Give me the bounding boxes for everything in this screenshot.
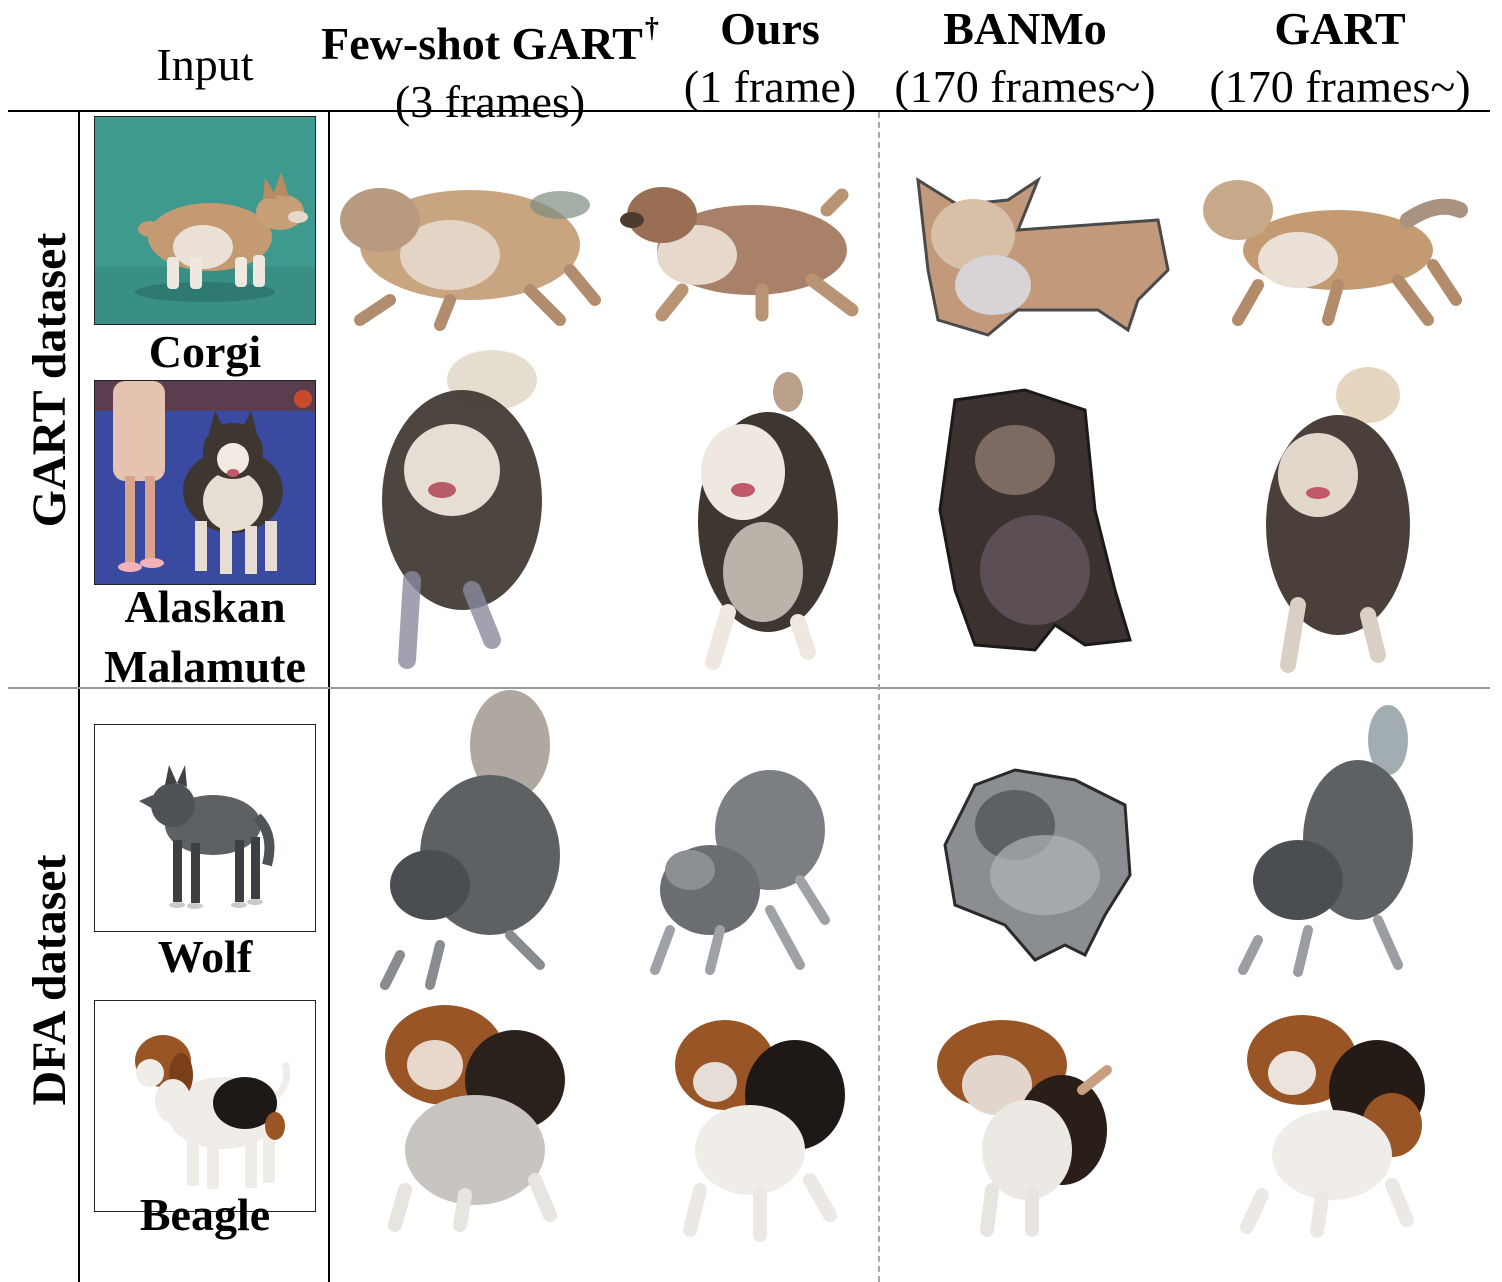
method-name: Ours [720, 3, 820, 54]
column-header-few-shot-gart: Few-shot GART† (3 frames) [290, 0, 690, 131]
group-label-dfa-dataset: DFA dataset [23, 854, 76, 1106]
dagger-mark: † [644, 13, 659, 44]
species-label-malamute: Malamute [104, 641, 306, 692]
malamute-photo [95, 381, 315, 574]
input-image-beagle [94, 1000, 316, 1212]
column-header-banmo: BANMo (170 frames~) [875, 0, 1175, 116]
input-column-header: Input [156, 39, 254, 90]
group-label-gart-dataset: GART dataset [23, 232, 76, 528]
render-malamute-banmo [935, 388, 1135, 660]
render-corgi-ours [612, 170, 870, 322]
render-beagle-ours [660, 1010, 850, 1242]
column-header-ours: Ours (1 frame) [670, 0, 870, 116]
render-malamute-ours [688, 372, 848, 672]
frame-count: (170 frames~) [894, 61, 1156, 112]
method-name: Few-shot GART [321, 18, 643, 69]
label-column-divider [78, 112, 80, 1282]
species-label-corgi: Corgi [148, 326, 262, 377]
render-wolf-gart [1238, 705, 1418, 980]
method-divider [878, 112, 880, 1282]
render-corgi-banmo [898, 160, 1178, 340]
frame-count: (3 frames) [394, 76, 586, 127]
beagle-photo [135, 1035, 291, 1189]
method-name: BANMo [943, 3, 1107, 54]
render-corgi-gart [1198, 170, 1468, 330]
species-label-beagle: Beagle [139, 1189, 271, 1240]
render-wolf-ours [650, 760, 832, 980]
render-corgi-few-shot-gart [330, 160, 601, 331]
wolf-photo [139, 765, 275, 909]
header-rule [8, 110, 1490, 112]
corgi-photo [95, 172, 315, 324]
species-label-wolf: Wolf [157, 931, 253, 982]
input-image-alaskan-malamute [94, 380, 316, 585]
render-malamute-few-shot-gart [382, 340, 554, 670]
method-name: GART [1274, 3, 1406, 54]
render-wolf-few-shot-gart [380, 690, 560, 995]
render-beagle-gart [1232, 1005, 1427, 1238]
input-image-corgi [94, 116, 316, 325]
group-divider [8, 687, 1490, 689]
frame-count: (1 frame) [683, 61, 857, 112]
render-malamute-gart [1258, 365, 1422, 675]
render-beagle-few-shot-gart [375, 1000, 570, 1232]
species-label-alaskan: Alaskan [124, 581, 286, 632]
frame-count: (170 frames~) [1209, 61, 1471, 112]
input-image-wolf [94, 724, 316, 932]
render-wolf-banmo [935, 765, 1135, 970]
column-header-gart: GART (170 frames~) [1190, 0, 1490, 116]
render-beagle-banmo [932, 1010, 1117, 1237]
input-column-divider [328, 112, 330, 1282]
